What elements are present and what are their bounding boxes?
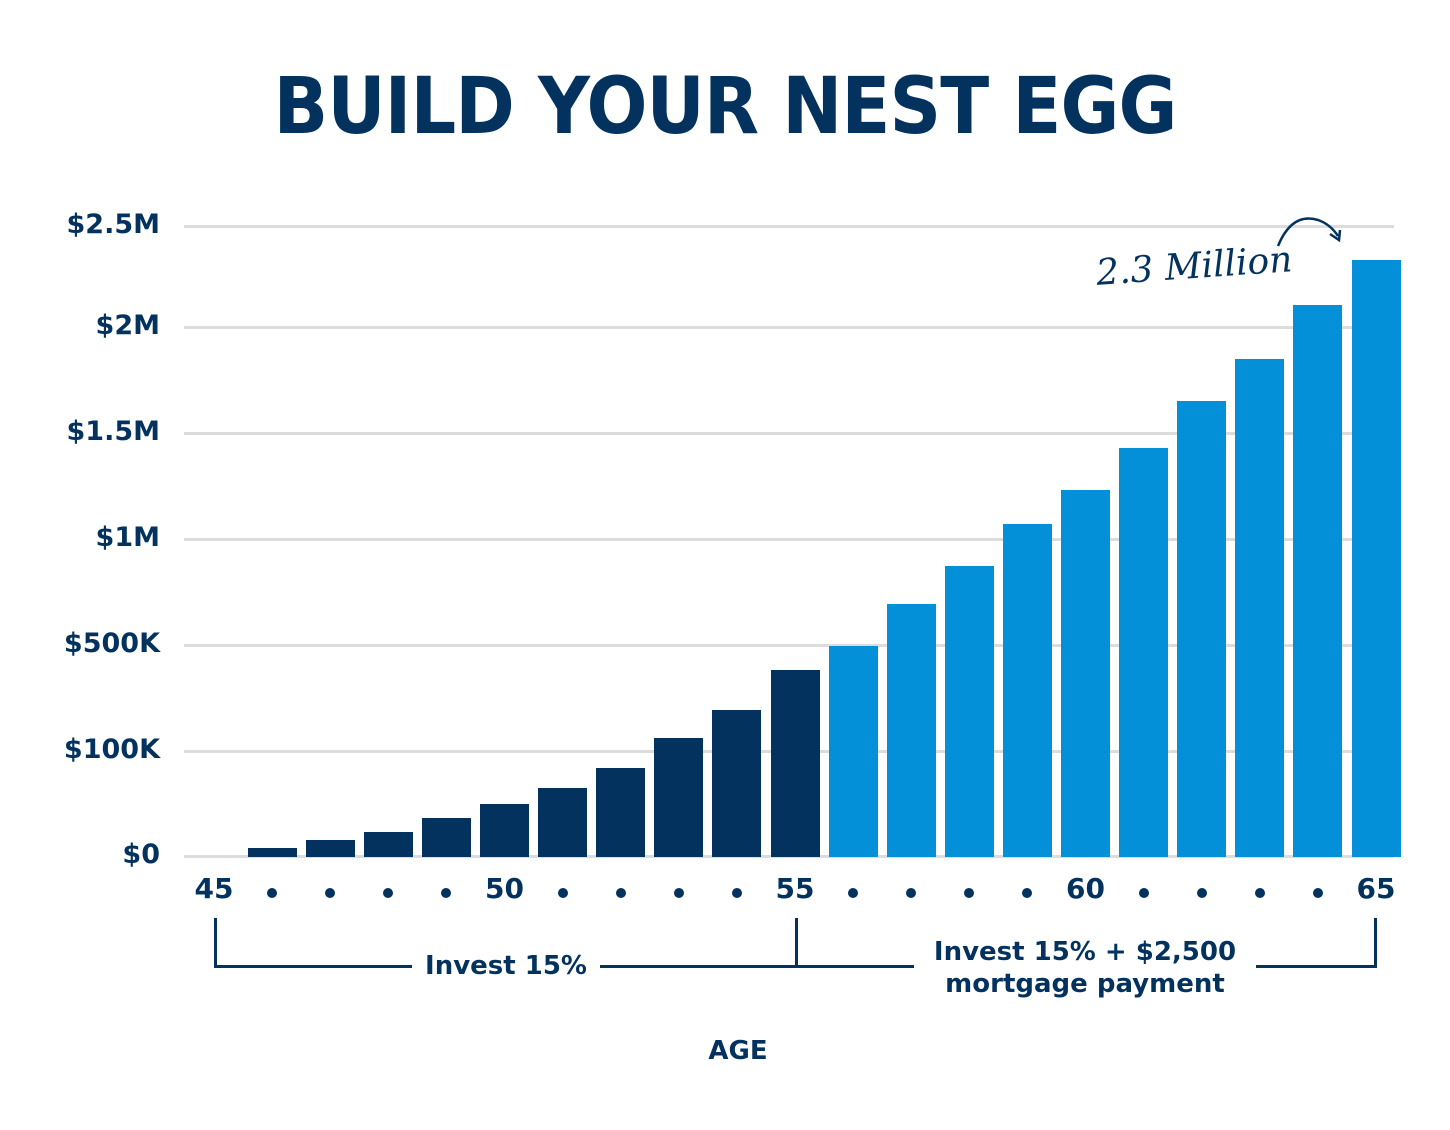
bar-age-64 [1293,304,1343,857]
x-tick-dot [441,888,452,898]
phase2-label-line2: mortgage payment [945,969,1225,999]
bar-age-54 [712,709,762,857]
x-tick-label: 60 [1066,872,1105,905]
bar-age-47 [305,840,355,857]
gridline [184,538,1394,541]
y-tick-label: $2.5M [66,209,161,240]
gridline [184,326,1394,329]
gridline [184,432,1394,435]
x-tick-label: 45 [194,872,234,905]
bar-age-60 [1061,490,1110,857]
y-tick-label: $100K [63,734,160,765]
x-tick-label: 55 [775,872,815,905]
x-tick-dot [615,888,626,898]
bar-age-62 [1177,401,1227,857]
y-tick-label: $1.5M [66,416,161,447]
bar-age-56 [828,646,878,857]
x-tick-dot [1254,888,1265,898]
x-tick-dot [1138,888,1149,898]
bar-age-53 [654,738,704,857]
x-axis-title: AGE [708,1036,768,1066]
phase1-label: Invest 15% [412,950,600,982]
x-tick-dot [267,888,278,898]
bracket-baseline [214,965,1377,968]
bar-age-49 [421,818,471,857]
bar-age-48 [363,831,413,857]
x-tick-dot [1312,888,1323,898]
x-tick-dot [325,888,336,898]
bar-age-58 [944,565,994,857]
x-tick-dot [906,888,917,898]
x-tick-dot [673,888,684,898]
bar-age-59 [1002,524,1052,857]
bar-age-57 [886,604,936,857]
bar-age-65 [1351,260,1401,857]
bar-age-51 [538,787,588,857]
x-tick-label: 65 [1356,872,1396,905]
bracket-right-tick [1374,918,1377,968]
x-tick-label: 50 [485,872,524,905]
x-tick-dot [557,888,568,898]
y-tick-label: $500K [63,628,160,659]
y-tick-label: $1M [95,522,160,553]
x-tick-dot [383,888,394,898]
x-tick-dot [731,888,742,898]
bar-age-46 [247,847,297,857]
gridline [184,644,1394,647]
bar-age-55 [770,669,820,857]
x-tick-dot [1196,888,1207,898]
y-tick-label: $0 [122,839,160,870]
bar-age-61 [1119,447,1169,857]
x-tick-dot [964,888,975,898]
gridline [184,225,1394,228]
bar-age-63 [1235,358,1285,857]
bracket-left-tick [214,918,217,968]
x-tick-dot [1022,888,1033,898]
bracket-mid-tick [795,918,798,968]
x-tick-dot [848,888,859,898]
phase2-label: Invest 15% + $2,500 mortgage payment [914,936,1256,1000]
bar-age-50 [480,803,529,857]
bar-age-52 [596,767,646,857]
y-tick-label: $2M [95,310,160,341]
chart-title: BUILD YOUR NEST EGG [273,62,1178,152]
arrow-icon [1276,217,1342,247]
annotation-2-3-million: 2.3 Million [1094,239,1294,294]
phase2-label-line1: Invest 15% + $2,500 [933,937,1237,967]
